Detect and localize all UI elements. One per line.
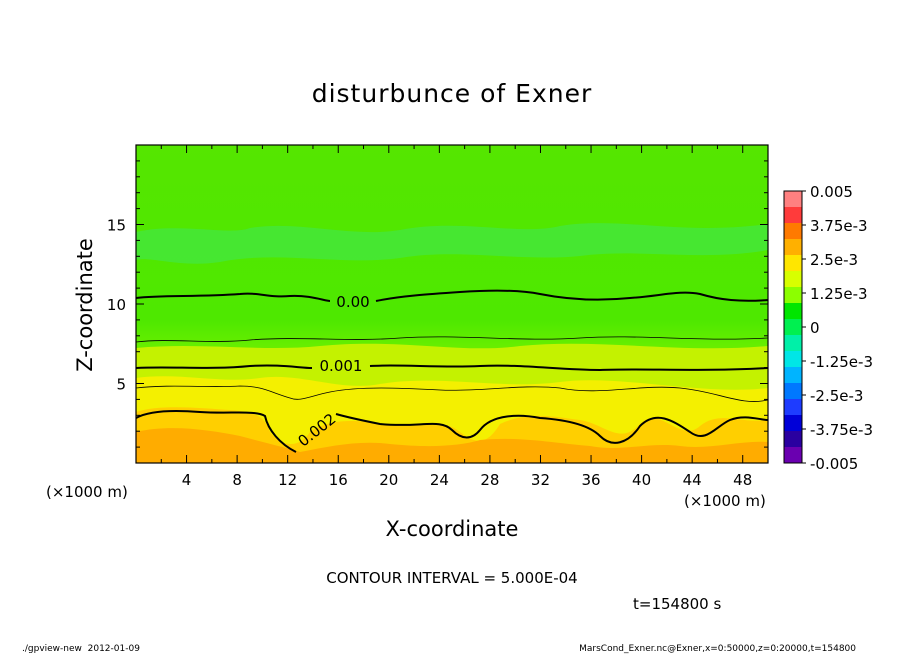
colorbar-swatch bbox=[784, 255, 802, 272]
colorbar-label: 1.25e-3 bbox=[810, 285, 868, 303]
colorbar-label: -0.005 bbox=[810, 455, 858, 473]
colorbar-swatch bbox=[784, 447, 802, 464]
x-tick-label: 44 bbox=[683, 471, 702, 489]
x-tick-label: 20 bbox=[379, 471, 398, 489]
chart-title: disturbunce of Exner bbox=[312, 79, 593, 108]
colorbar-swatch bbox=[784, 303, 802, 320]
y-tick-label: 15 bbox=[107, 217, 126, 235]
colorbar-swatch bbox=[784, 367, 802, 384]
contour-line-thin-1 bbox=[136, 336, 768, 343]
contour-interval: CONTOUR INTERVAL = 5.000E-04 bbox=[326, 569, 577, 587]
colorbar-swatch bbox=[784, 223, 802, 240]
colorbar-swatch bbox=[784, 399, 802, 416]
colorbar-swatch bbox=[784, 319, 802, 336]
x-tick-label: 4 bbox=[182, 471, 192, 489]
y-axis-label: Z-coordinate bbox=[73, 238, 97, 372]
contour-line-001 bbox=[136, 364, 768, 372]
footer-left: ./gpview-new 2012-01-09 bbox=[22, 644, 140, 654]
colorbar-swatch bbox=[784, 207, 802, 224]
colorbar-label: 0.005 bbox=[810, 183, 853, 201]
x-tick-label: 8 bbox=[232, 471, 242, 489]
contour-line-0 bbox=[136, 289, 768, 302]
colorbar-swatch bbox=[784, 335, 802, 352]
colorbar-label: 3.75e-3 bbox=[810, 217, 868, 235]
colorbar-label: 2.5e-3 bbox=[810, 251, 858, 269]
colorbar-label: -2.5e-3 bbox=[810, 387, 863, 405]
contour-label-001: 0.001 bbox=[320, 357, 363, 375]
y-axis: 5 10 15 bbox=[107, 160, 768, 448]
colorbar-swatch bbox=[784, 287, 802, 304]
contour-line-thin-2 bbox=[136, 385, 768, 402]
x-axis-label: X-coordinate bbox=[386, 517, 519, 541]
contour-line-002 bbox=[136, 409, 768, 453]
x-tick-label: 32 bbox=[531, 471, 550, 489]
colorbar-swatch bbox=[784, 415, 802, 432]
heatmap-field bbox=[136, 145, 768, 463]
footer-right: MarsCond_Exner.nc@Exner,x=0:50000,z=0:20… bbox=[579, 644, 856, 654]
colorbar-swatch bbox=[784, 191, 802, 208]
field-patch-upper bbox=[136, 223, 768, 264]
y-tick-label: 5 bbox=[116, 376, 126, 394]
colorbar-label: -3.75e-3 bbox=[810, 421, 873, 439]
x-tick-label: 48 bbox=[733, 471, 752, 489]
colorbar-swatch bbox=[784, 431, 802, 448]
x-tick-label: 24 bbox=[430, 471, 449, 489]
colorbar-swatch bbox=[784, 239, 802, 256]
x-tick-label: 12 bbox=[278, 471, 297, 489]
x-unit-right: (×1000 m) bbox=[684, 492, 766, 510]
x-unit-left: (×1000 m) bbox=[46, 483, 128, 501]
colorbar-swatch bbox=[784, 351, 802, 368]
colorbar-label: -1.25e-3 bbox=[810, 353, 873, 371]
colorbar-swatch bbox=[784, 383, 802, 400]
colorbar-label: 0 bbox=[810, 319, 820, 337]
x-tick-label: 36 bbox=[581, 471, 600, 489]
plot-area: 0.00 0.001 0.002 4 8 12 16 20 24 28 32 36 40 44 48 … bbox=[107, 144, 769, 489]
x-axis: 4 8 12 16 20 24 28 32 36 40 44 48 bbox=[160, 145, 752, 489]
time-stamp: t=154800 s bbox=[633, 595, 721, 613]
x-tick-label: 16 bbox=[329, 471, 348, 489]
field-band-orange bbox=[136, 428, 768, 463]
y-tick-label: 10 bbox=[107, 296, 126, 314]
x-tick-label: 40 bbox=[632, 471, 651, 489]
colorbar: 0.005 3.75e-3 2.5e-3 1.25e-3 0 -1.25e-3 -2.5e-… bbox=[783, 183, 873, 473]
contour-label-0: 0.00 bbox=[336, 293, 369, 311]
colorbar-swatch bbox=[784, 271, 802, 288]
x-tick-label: 28 bbox=[480, 471, 499, 489]
